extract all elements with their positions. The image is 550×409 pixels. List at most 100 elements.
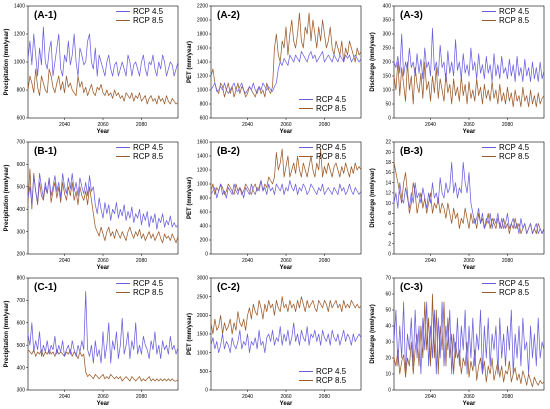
- x-tick-label: 2080: [502, 258, 513, 264]
- series-line-rcp-45: [27, 291, 179, 364]
- y-tick-label: 0: [388, 388, 391, 394]
- y-tick-label: 400: [17, 365, 26, 371]
- y-tick-label: 40: [385, 324, 391, 330]
- x-tick-label: 2040: [242, 122, 253, 128]
- y-tick-label: 10: [385, 201, 391, 207]
- y-tick-label: 1400: [197, 154, 208, 160]
- x-tick-label: 2080: [319, 258, 330, 264]
- y-axis-label: PET (mm/year): [187, 41, 193, 83]
- y-tick-label: 800: [200, 196, 209, 202]
- legend-entry: RCP 8.5: [133, 16, 164, 25]
- y-tick-label: 14: [385, 180, 391, 186]
- y-tick-label: 60: [385, 292, 391, 298]
- y-axis-label: Discharge (mm/year): [370, 168, 376, 227]
- y-tick-label: 0: [388, 252, 391, 258]
- y-tick-label: 30: [385, 340, 391, 346]
- x-tick-label: 2060: [97, 394, 108, 400]
- y-tick-label: 800: [17, 88, 26, 94]
- y-tick-label: 1000: [14, 60, 25, 66]
- x-tick-label: 2080: [136, 122, 147, 128]
- x-tick-label: 2080: [319, 122, 330, 128]
- legend-entry: RCP 4.5: [499, 279, 530, 288]
- x-tick-label: 2080: [136, 258, 147, 264]
- y-tick-label: 100: [383, 88, 392, 94]
- panel-9: 0 10 20 30 40 50 60 70 2040 2060 2080 Year Discharge…: [370, 276, 545, 407]
- x-tick-label: 2040: [242, 258, 253, 264]
- y-tick-label: 200: [200, 238, 209, 244]
- x-axis-label: Year: [463, 265, 476, 271]
- y-tick-label: 1400: [197, 60, 208, 66]
- y-axis-label: Discharge (mm/year): [370, 304, 376, 363]
- series-line-rcp-85: [27, 168, 179, 244]
- y-tick-label: 600: [17, 116, 26, 122]
- y-axis-label: PET (mm/year): [187, 313, 193, 355]
- x-axis-label: Year: [97, 265, 110, 271]
- y-tick-label: 700: [17, 140, 26, 146]
- y-tick-label: 1600: [197, 46, 208, 52]
- x-axis-label: Year: [280, 129, 293, 135]
- y-tick-label: 2200: [197, 4, 208, 10]
- panel-1: 600 800 1000 1200 1400 2040 2060 2080 Year Precip…: [4, 4, 179, 135]
- y-tick-label: 3000: [197, 276, 208, 282]
- y-tick-label: 70: [385, 276, 391, 282]
- panel-8: 0 500 1000 1500 2000 2500 3000 2040 2060 2080 Year…: [187, 276, 362, 407]
- y-tick-label: 1000: [197, 350, 208, 356]
- y-axis-label: PET (mm/year): [187, 177, 193, 219]
- y-tick-label: 50: [385, 308, 391, 314]
- series-line-rcp-45: [210, 322, 362, 354]
- panel-label: (B-3): [400, 146, 423, 157]
- panel-3: 0 50 100 150 200 250 300 350 400 2040 2060 2080 Year…: [370, 4, 545, 135]
- y-tick-label: 400: [200, 224, 209, 230]
- series-line-rcp-45: [210, 180, 362, 199]
- x-tick-label: 2080: [502, 122, 513, 128]
- series-line-rcp-45: [27, 172, 179, 230]
- y-tick-label: 8: [388, 211, 391, 217]
- y-tick-label: 6: [388, 221, 391, 227]
- y-tick-label: 2000: [197, 18, 208, 24]
- series-line-rcp-85: [27, 349, 179, 382]
- panel-2: 600 800 1000 1200 1400 1600 1800 2000 2200 2040 20…: [187, 4, 362, 135]
- panel-6: 0 2 4 6 8 10 12 14 16 18 20 22 2040 2060 2080 Year Disch…: [370, 140, 545, 271]
- legend-entry: RCP 4.5: [316, 367, 347, 376]
- legend-entry: RCP 8.5: [133, 152, 164, 161]
- legend-entry: RCP 8.5: [316, 376, 347, 385]
- y-tick-label: 300: [17, 388, 26, 394]
- x-tick-label: 2040: [425, 258, 436, 264]
- y-tick-label: 16: [385, 170, 391, 176]
- x-tick-label: 2040: [425, 394, 436, 400]
- series-line-rcp-45: [393, 28, 545, 82]
- x-tick-label: 2040: [425, 122, 436, 128]
- y-tick-label: 700: [17, 298, 26, 304]
- y-tick-label: 1000: [197, 182, 208, 188]
- y-tick-label: 600: [200, 116, 209, 122]
- legend-entry: RCP 8.5: [499, 152, 530, 161]
- legend-entry: RCP 4.5: [133, 279, 164, 288]
- y-tick-label: 800: [200, 102, 209, 108]
- series-line-rcp-85: [393, 293, 545, 388]
- y-tick-label: 350: [383, 18, 392, 24]
- y-tick-label: 1800: [197, 32, 208, 38]
- y-tick-label: 250: [383, 46, 392, 52]
- y-tick-label: 1500: [197, 332, 208, 338]
- x-tick-label: 2040: [59, 258, 70, 264]
- legend-entry: RCP 8.5: [499, 288, 530, 297]
- panel-label: (B-2): [217, 146, 240, 157]
- x-tick-label: 2080: [136, 394, 147, 400]
- y-tick-label: 1000: [197, 88, 208, 94]
- series-line-rcp-85: [210, 148, 362, 195]
- y-tick-label: 300: [383, 32, 392, 38]
- x-tick-label: 2060: [463, 394, 474, 400]
- x-tick-label: 2060: [463, 258, 474, 264]
- y-tick-label: 150: [383, 74, 392, 80]
- y-tick-label: 20: [385, 356, 391, 362]
- series-line-rcp-85: [393, 61, 545, 108]
- y-tick-label: 500: [17, 185, 26, 191]
- x-tick-label: 2080: [319, 394, 330, 400]
- y-tick-label: 2: [388, 242, 391, 248]
- y-axis-label: Precipitation (mm/year): [4, 165, 10, 232]
- panel-label: (A-3): [400, 10, 423, 21]
- legend-entry: RCP 8.5: [499, 16, 530, 25]
- panel-label: (A-1): [34, 10, 57, 21]
- series-line-rcp-45: [393, 161, 545, 235]
